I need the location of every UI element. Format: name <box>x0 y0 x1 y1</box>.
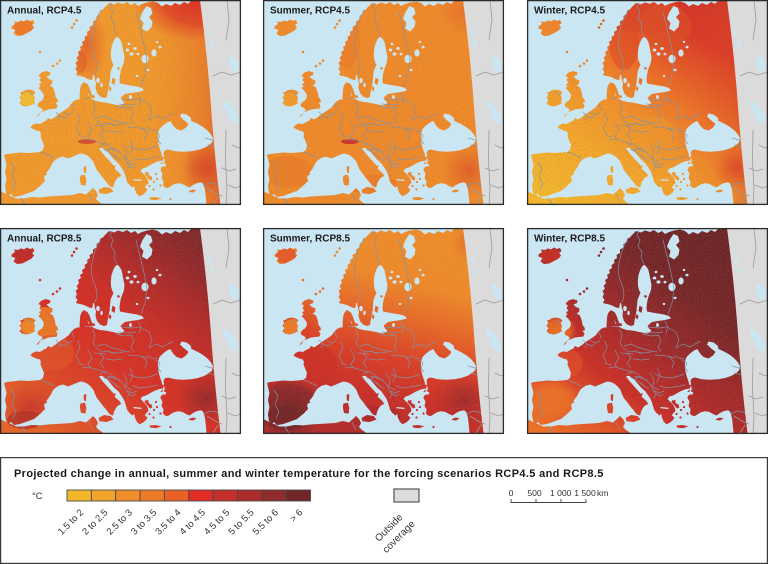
svg-text:Projected change in annual, su: Projected change in annual, summer and w… <box>14 468 604 480</box>
svg-text:Summer, RCP8.5: Summer, RCP8.5 <box>270 234 350 245</box>
svg-text:Annual, RCP8.5: Annual, RCP8.5 <box>7 234 82 245</box>
svg-text:0: 0 <box>509 488 514 498</box>
svg-text:km: km <box>597 488 608 498</box>
svg-text:Winter, RCP8.5: Winter, RCP8.5 <box>534 234 605 245</box>
svg-text:1 500: 1 500 <box>574 488 596 498</box>
svg-text:Summer, RCP4.5: Summer, RCP4.5 <box>270 6 350 17</box>
svg-text:Annual, RCP4.5: Annual, RCP4.5 <box>7 6 82 17</box>
svg-text:Winter, RCP4.5: Winter, RCP4.5 <box>534 6 605 17</box>
svg-text:°C: °C <box>32 491 43 502</box>
svg-text:500: 500 <box>527 488 542 498</box>
svg-text:1 000: 1 000 <box>550 488 572 498</box>
